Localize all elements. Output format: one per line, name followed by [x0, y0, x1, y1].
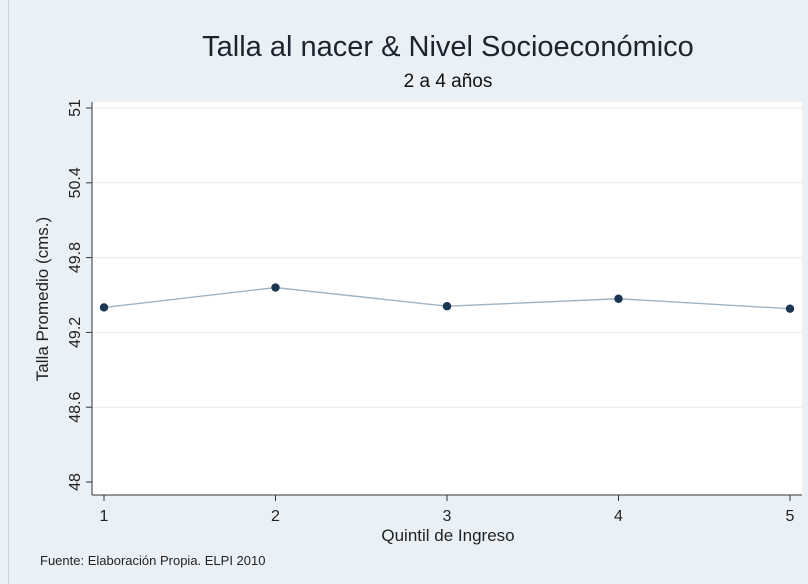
- y-tick-label: 51: [67, 99, 84, 117]
- figure-border: [8, 0, 9, 584]
- data-point: [785, 304, 795, 313]
- chart-subtitle: 2 a 4 años: [404, 71, 493, 92]
- data-point: [99, 303, 109, 312]
- y-axis-label: Talla Promedio (cms.): [33, 217, 52, 381]
- x-axis-label: Quintil de Ingreso: [381, 526, 514, 545]
- y-tick-label: 50.4: [67, 167, 84, 198]
- x-tick-label: 4: [614, 508, 623, 525]
- y-axis-ticks: 48 48.6 49.2 49.8 50.4 51: [67, 99, 92, 491]
- x-tick-label: 5: [786, 508, 795, 525]
- data-markers: [99, 283, 795, 313]
- y-tick-label: 49.8: [67, 242, 84, 273]
- grid-lines: [93, 107, 802, 408]
- data-point: [271, 283, 280, 292]
- plot-area: [92, 102, 802, 495]
- source-note: Fuente: Elaboración Propia. ELPI 2010: [40, 553, 265, 568]
- chart-title: Talla al nacer & Nivel Socioeconómico: [202, 31, 694, 63]
- y-tick-label: 48.6: [67, 392, 84, 423]
- data-point: [614, 294, 623, 303]
- y-tick-label: 49.2: [67, 317, 84, 348]
- x-axis-ticks: 1 2 3 4 5: [100, 495, 795, 525]
- data-point: [442, 302, 452, 311]
- x-tick-label: 1: [100, 508, 109, 525]
- y-tick-label: 48: [67, 473, 84, 491]
- x-tick-label: 2: [271, 508, 280, 525]
- x-tick-label: 3: [443, 508, 452, 525]
